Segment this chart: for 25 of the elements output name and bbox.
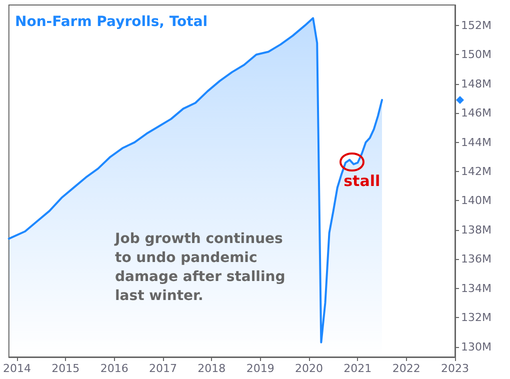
y-tick-label: 152M — [461, 18, 492, 32]
y-tick-label: 134M — [461, 282, 492, 295]
x-tick-label: 2023 — [441, 362, 469, 375]
x-tick-label: 2017 — [149, 362, 177, 375]
x-tick-label: 2021 — [344, 362, 372, 375]
y-tick-label: 142M — [461, 165, 492, 178]
x-tick-label: 2018 — [198, 362, 226, 375]
x-tick-label: 2020 — [295, 362, 323, 375]
y-tick-label: 144M — [461, 136, 492, 149]
annotation: stall — [344, 172, 380, 190]
y-tick-label: 132M — [461, 311, 492, 324]
annotation: Job growth continues to undo pandemic damage after stalling last winter. — [115, 230, 286, 306]
x-tick-label: 2016 — [100, 362, 128, 375]
x-tick-label: 2014 — [2, 362, 31, 375]
x-tick-label: 2019 — [246, 362, 274, 375]
y-tick-label: 136M — [461, 252, 492, 266]
y-tick-label: 150M — [461, 48, 492, 62]
y-tick-label: 148M — [461, 77, 492, 90]
x-tick-label: 2022 — [392, 362, 420, 375]
text: Non-Farm Payrolls, Total — [15, 14, 208, 30]
y-tick-label: 130M — [461, 340, 492, 354]
x-tick-label: 2015 — [52, 362, 80, 375]
y-tick-label: 138M — [461, 223, 492, 236]
y-tick-label: 140M — [461, 194, 492, 208]
y-tick-label: 146M — [461, 106, 492, 120]
